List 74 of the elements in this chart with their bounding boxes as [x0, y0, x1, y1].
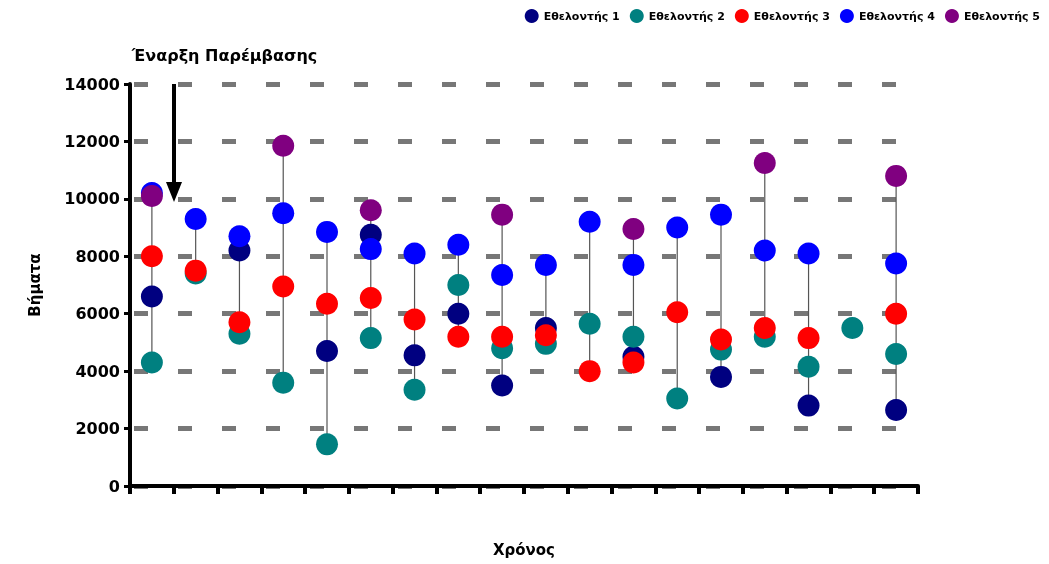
x-axis-title: Χρόνος [492, 540, 556, 559]
point [491, 263, 514, 286]
point [447, 325, 470, 348]
y-tick-label: 4000 [75, 361, 120, 381]
point [228, 225, 251, 248]
point [447, 233, 470, 256]
point [140, 245, 163, 268]
point [403, 344, 426, 367]
point [753, 317, 776, 340]
point [753, 239, 776, 262]
point [447, 302, 470, 325]
point [316, 433, 338, 456]
point [666, 387, 689, 410]
point [885, 252, 908, 275]
point [359, 327, 382, 350]
point [359, 199, 382, 222]
point [797, 327, 820, 350]
point [403, 308, 426, 331]
point [885, 342, 908, 365]
point [885, 302, 908, 325]
point [403, 378, 426, 401]
point [491, 325, 514, 348]
point [797, 394, 820, 417]
point [316, 292, 338, 315]
point [666, 301, 689, 324]
point [272, 202, 295, 225]
point [228, 311, 251, 334]
point [403, 242, 426, 265]
point [316, 220, 338, 243]
legend-label: Εθελοντής 5 [963, 9, 1040, 23]
y-tick-label: 2000 [75, 419, 120, 439]
point [491, 374, 514, 397]
point [184, 207, 207, 230]
y-tick-label: 6000 [75, 304, 120, 324]
point [622, 253, 645, 276]
point [885, 398, 908, 421]
y-tick-label: 10000 [64, 189, 120, 209]
text: Έναρξη Παρέμβασης [131, 46, 318, 65]
point [578, 360, 601, 383]
point [272, 371, 295, 394]
point [797, 242, 820, 265]
point [534, 324, 557, 347]
point [359, 286, 382, 309]
point [140, 351, 163, 374]
y-tick-label: 14000 [64, 74, 120, 94]
y-axis-title: Βήματα [25, 253, 44, 317]
point [710, 365, 732, 388]
point [578, 210, 601, 233]
point [140, 285, 163, 308]
point [622, 325, 645, 348]
y-tick-label: 12000 [64, 131, 120, 151]
point [359, 238, 382, 261]
point [578, 312, 601, 335]
point [710, 328, 732, 351]
point [622, 351, 645, 374]
point [272, 134, 295, 157]
point [491, 203, 514, 226]
point [797, 355, 820, 378]
point [841, 317, 864, 340]
point [622, 218, 645, 240]
point [666, 216, 689, 239]
legend-label: Εθελοντής 3 [753, 9, 830, 23]
legend-label: Εθελοντής 4 [858, 9, 936, 23]
point [447, 274, 470, 296]
point [272, 275, 295, 298]
legend-label: Εθελοντής 1 [543, 9, 620, 23]
point [753, 151, 776, 174]
point [710, 203, 732, 226]
y-tick-label: 8000 [75, 246, 120, 266]
legend-label: Εθελοντής 2 [648, 9, 725, 23]
point [534, 253, 557, 276]
point [316, 340, 338, 363]
point [885, 164, 908, 187]
y-tick-label: 0 [108, 476, 120, 496]
